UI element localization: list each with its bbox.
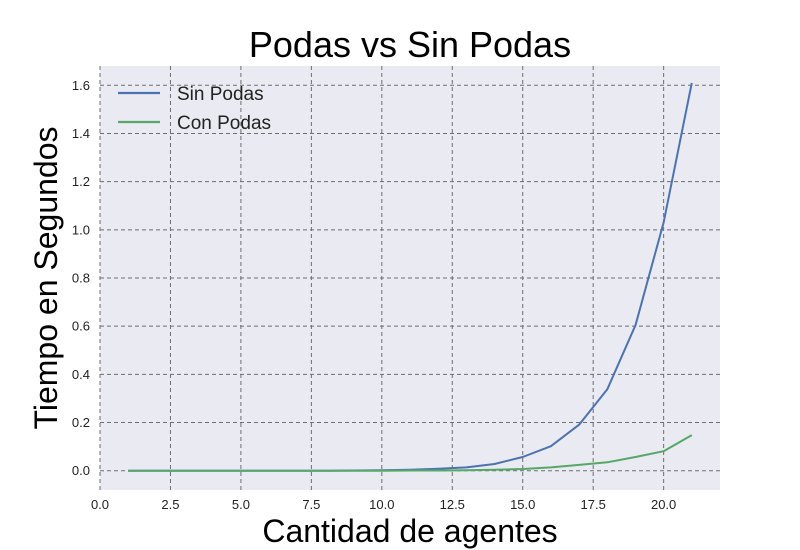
grid xyxy=(99,66,720,490)
legend-label-sin-podas: Sin Podas xyxy=(177,84,264,105)
y-tick-label: 0.6 xyxy=(72,319,90,334)
x-tick-label: 7.5 xyxy=(302,497,320,512)
x-axis-label: Cantidad de agentes xyxy=(262,513,557,549)
y-tick-label: 0.0 xyxy=(72,463,90,478)
y-tick-label: 1.6 xyxy=(72,78,90,93)
y-tick-label: 1.4 xyxy=(72,126,90,141)
y-tick-label: 0.4 xyxy=(72,367,90,382)
x-tick-label: 15.0 xyxy=(510,497,535,512)
y-axis-label: Tiempo en Segundos xyxy=(28,126,64,429)
x-tick-label: 20.0 xyxy=(651,497,676,512)
y-tick-label: 1.2 xyxy=(72,174,90,189)
x-tick-label: 10.0 xyxy=(369,497,394,512)
series-line-con-podas xyxy=(128,434,693,472)
x-tick-label: 17.5 xyxy=(581,497,606,512)
y-tick-label: 0.2 xyxy=(72,415,90,430)
x-tick-label: 5.0 xyxy=(232,497,250,512)
y-tick-label: 1.0 xyxy=(72,222,90,237)
legend-label-con-podas: Con Podas xyxy=(177,113,271,134)
chart-title: Podas vs Sin Podas xyxy=(249,24,571,65)
legend: Sin Podas Con Podas xyxy=(118,84,271,134)
x-tick-label: 2.5 xyxy=(161,497,179,512)
x-tick-label: 0.0 xyxy=(91,497,109,512)
series xyxy=(128,82,693,472)
ticks: 0.0 2.5 5.0 7.5 10.0 12.5 15.0 17.5 20.0 0.0 0.2 0.… xyxy=(72,78,676,512)
x-tick-label: 12.5 xyxy=(440,497,465,512)
y-tick-label: 0.8 xyxy=(72,271,90,286)
